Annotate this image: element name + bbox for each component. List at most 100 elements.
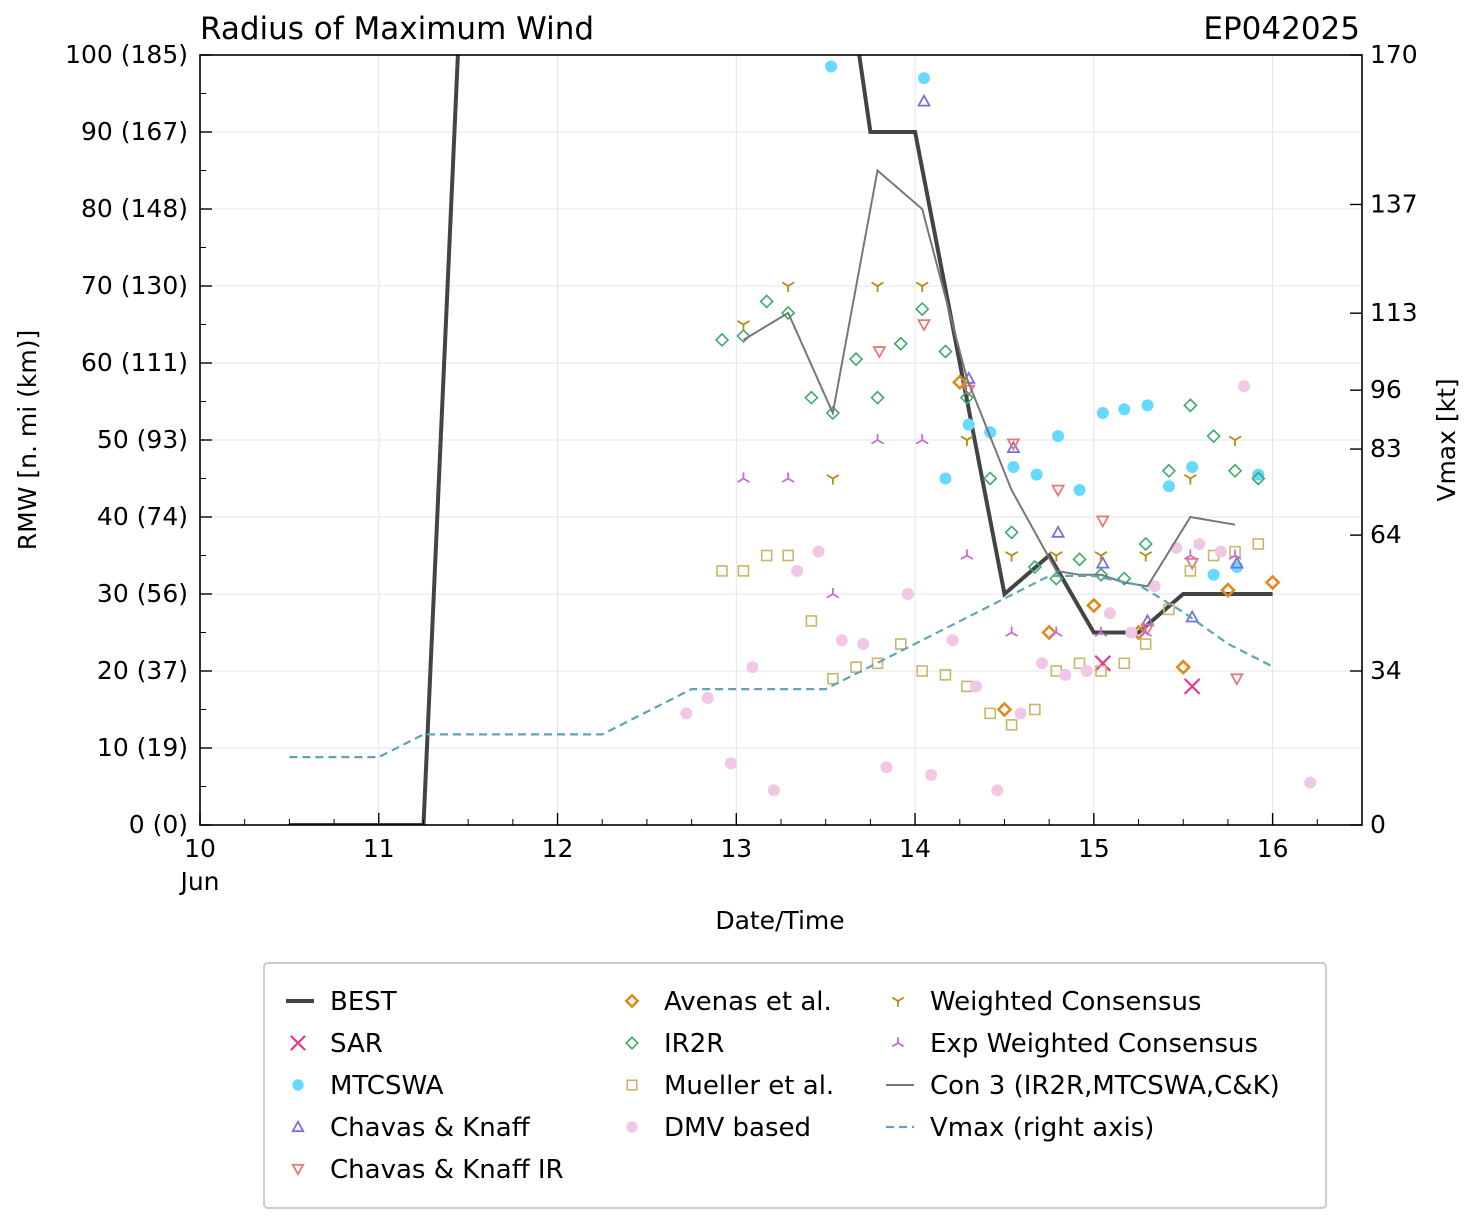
series-mueller-et-al-point-shape xyxy=(939,669,952,681)
legend-swatch-chavas-knaff-ir-shape xyxy=(291,1163,305,1177)
series-dmv-based-point-shape xyxy=(1014,707,1027,720)
series-chavas-knaff-point-shape xyxy=(916,93,932,107)
series-mtcswa-point xyxy=(1186,460,1199,473)
series-chavas-knaff-ir-point-shape xyxy=(1051,484,1066,498)
series-exp-weighted-consensus-point xyxy=(1049,626,1063,637)
series-mueller-et-al-point xyxy=(760,549,773,562)
series-weighted-consensus-point xyxy=(1094,551,1108,562)
series-ir2r-point xyxy=(1117,571,1132,586)
y-axis-label: RMW [n. mi (km)] xyxy=(13,330,42,550)
legend-label-chavas-knaff: Chavas & Knaff xyxy=(330,1113,531,1143)
series-weighted-consensus-point xyxy=(736,320,750,331)
chart-title: Radius of Maximum Wind xyxy=(200,11,594,47)
series-dmv-based-point xyxy=(1059,668,1072,681)
series-weighted-consensus-point xyxy=(1228,435,1242,446)
series-dmv-based-point xyxy=(1304,776,1317,789)
series-exp-weighted-consensus-point-shape xyxy=(915,434,929,445)
series-ir2r-point xyxy=(736,328,751,344)
plot-area xyxy=(289,55,1317,825)
series-ir2r-point xyxy=(848,352,864,367)
storm-id: EP042025 xyxy=(1203,11,1360,47)
y2-tick-label: 113 xyxy=(1370,298,1418,327)
series-exp-weighted-consensus-point-shape xyxy=(1094,626,1108,637)
series-dmv-based-point-shape xyxy=(1125,626,1138,639)
y-tick-label: 60 (111) xyxy=(81,348,188,377)
series-dmv-based-point xyxy=(880,761,893,774)
series-mueller-et-al-point xyxy=(916,665,929,677)
series-dmv-based-point xyxy=(1238,380,1251,393)
series-chavas-knaff-point xyxy=(916,93,932,107)
series-ir2r-point xyxy=(959,390,975,405)
series-mtcswa-point xyxy=(1118,403,1131,416)
series-mueller-et-al-point xyxy=(984,707,996,720)
legend-swatch-mueller-et-al xyxy=(626,1079,638,1091)
series-mtcswa-point xyxy=(1096,407,1109,420)
series-dmv-based-point-shape xyxy=(1103,607,1116,620)
series-weighted-consensus-point xyxy=(781,281,795,292)
series-mueller-et-al-point xyxy=(871,657,884,670)
legend-swatch-weighted-consensus-shape xyxy=(891,996,905,1007)
series-chavas-knaff-ir-point xyxy=(1140,623,1155,637)
series-dmv-based-point-shape xyxy=(857,638,870,651)
series-avenas-et-al-point xyxy=(996,701,1013,718)
legend-item-vmax-right-axis: Vmax (right axis) xyxy=(886,1113,1154,1143)
series-ir2r-point xyxy=(1183,398,1198,413)
series-dmv-based-point xyxy=(746,661,759,674)
legend-item-exp-weighted-consensus: Exp Weighted Consensus xyxy=(891,1029,1258,1059)
series-ir2r-point-shape xyxy=(1183,398,1198,413)
series-mtcswa-point xyxy=(1030,468,1043,481)
series-exp-weighted-consensus-point xyxy=(1139,626,1153,637)
series-mtcswa-point xyxy=(1141,399,1154,412)
series-exp-weighted-consensus-point xyxy=(960,549,974,560)
series-avenas-et-al xyxy=(951,374,1281,718)
series-mtcswa-point-shape xyxy=(1052,430,1065,443)
series-weighted-consensus-point xyxy=(915,281,929,292)
series-ir2r-point-shape xyxy=(870,390,885,405)
series-ir2r-point-shape xyxy=(714,332,730,348)
series-chavas-knaff-ir-point xyxy=(1185,557,1200,571)
series-weighted-consensus-point-shape xyxy=(781,281,795,292)
series-dmv-based-point xyxy=(724,757,737,770)
legend-item-sar: SAR xyxy=(290,1029,383,1059)
series-dmv-based-point xyxy=(791,564,804,577)
legend-label-con-3-ir2r-mtcswa-c-k: Con 3 (IR2R,MTCSWA,C&K) xyxy=(930,1071,1280,1101)
legend-swatch-sar-shape xyxy=(290,1035,306,1051)
series-exp-weighted-consensus-point-shape xyxy=(1183,549,1197,560)
series-avenas-et-al-point xyxy=(951,374,968,391)
series-ir2r-point-shape xyxy=(759,294,774,309)
y-tick-label: 10 (19) xyxy=(97,733,188,762)
series-weighted-consensus-point xyxy=(960,435,974,446)
series-mueller-et-al-point xyxy=(716,565,728,577)
series-ir2r-point-shape xyxy=(848,352,864,367)
series-dmv-based-point-shape xyxy=(1059,668,1072,681)
series-exp-weighted-consensus xyxy=(736,434,1242,637)
series-mtcswa-point-shape xyxy=(1141,399,1154,412)
series-exp-weighted-consensus-point-shape xyxy=(871,434,884,445)
series-mueller-et-al-point xyxy=(805,615,818,627)
legend-swatch-chavas-knaff-ir xyxy=(291,1163,305,1177)
y2-tick-label: 137 xyxy=(1370,189,1418,218)
series-mtcswa-point xyxy=(825,60,838,73)
series-avenas-et-al-point xyxy=(1086,597,1102,614)
series-dmv-based-point xyxy=(767,784,780,797)
series-sar xyxy=(1094,655,1201,695)
series-mueller-et-al-point-shape xyxy=(782,549,794,562)
series-mtcswa-point xyxy=(1252,468,1265,481)
series-ir2r-point xyxy=(1072,552,1087,567)
series-ir2r-point-shape xyxy=(1227,463,1243,478)
series-best-line xyxy=(289,55,1273,825)
y-tick-label: 70 (130) xyxy=(81,271,188,300)
series-dmv-based-point-shape xyxy=(1214,545,1227,558)
series-ir2r-point-shape xyxy=(1004,525,1019,540)
series-sar-point-shape xyxy=(1183,678,1201,695)
series-avenas-et-al-point-shape xyxy=(1041,624,1057,641)
series-mueller-et-al-point xyxy=(850,661,862,673)
x-tick-label: 16 xyxy=(1257,834,1289,863)
legend-item-avenas-et-al: Avenas et al. xyxy=(624,987,832,1017)
series-chavas-knaff-point xyxy=(1140,613,1155,627)
series-dmv-based-point xyxy=(991,784,1004,797)
series-weighted-consensus-point-shape xyxy=(960,435,974,446)
series-chavas-knaff-point xyxy=(1051,525,1066,538)
series-mueller-et-al-point xyxy=(894,638,907,650)
legend-label-mueller-et-al: Mueller et al. xyxy=(664,1071,834,1101)
